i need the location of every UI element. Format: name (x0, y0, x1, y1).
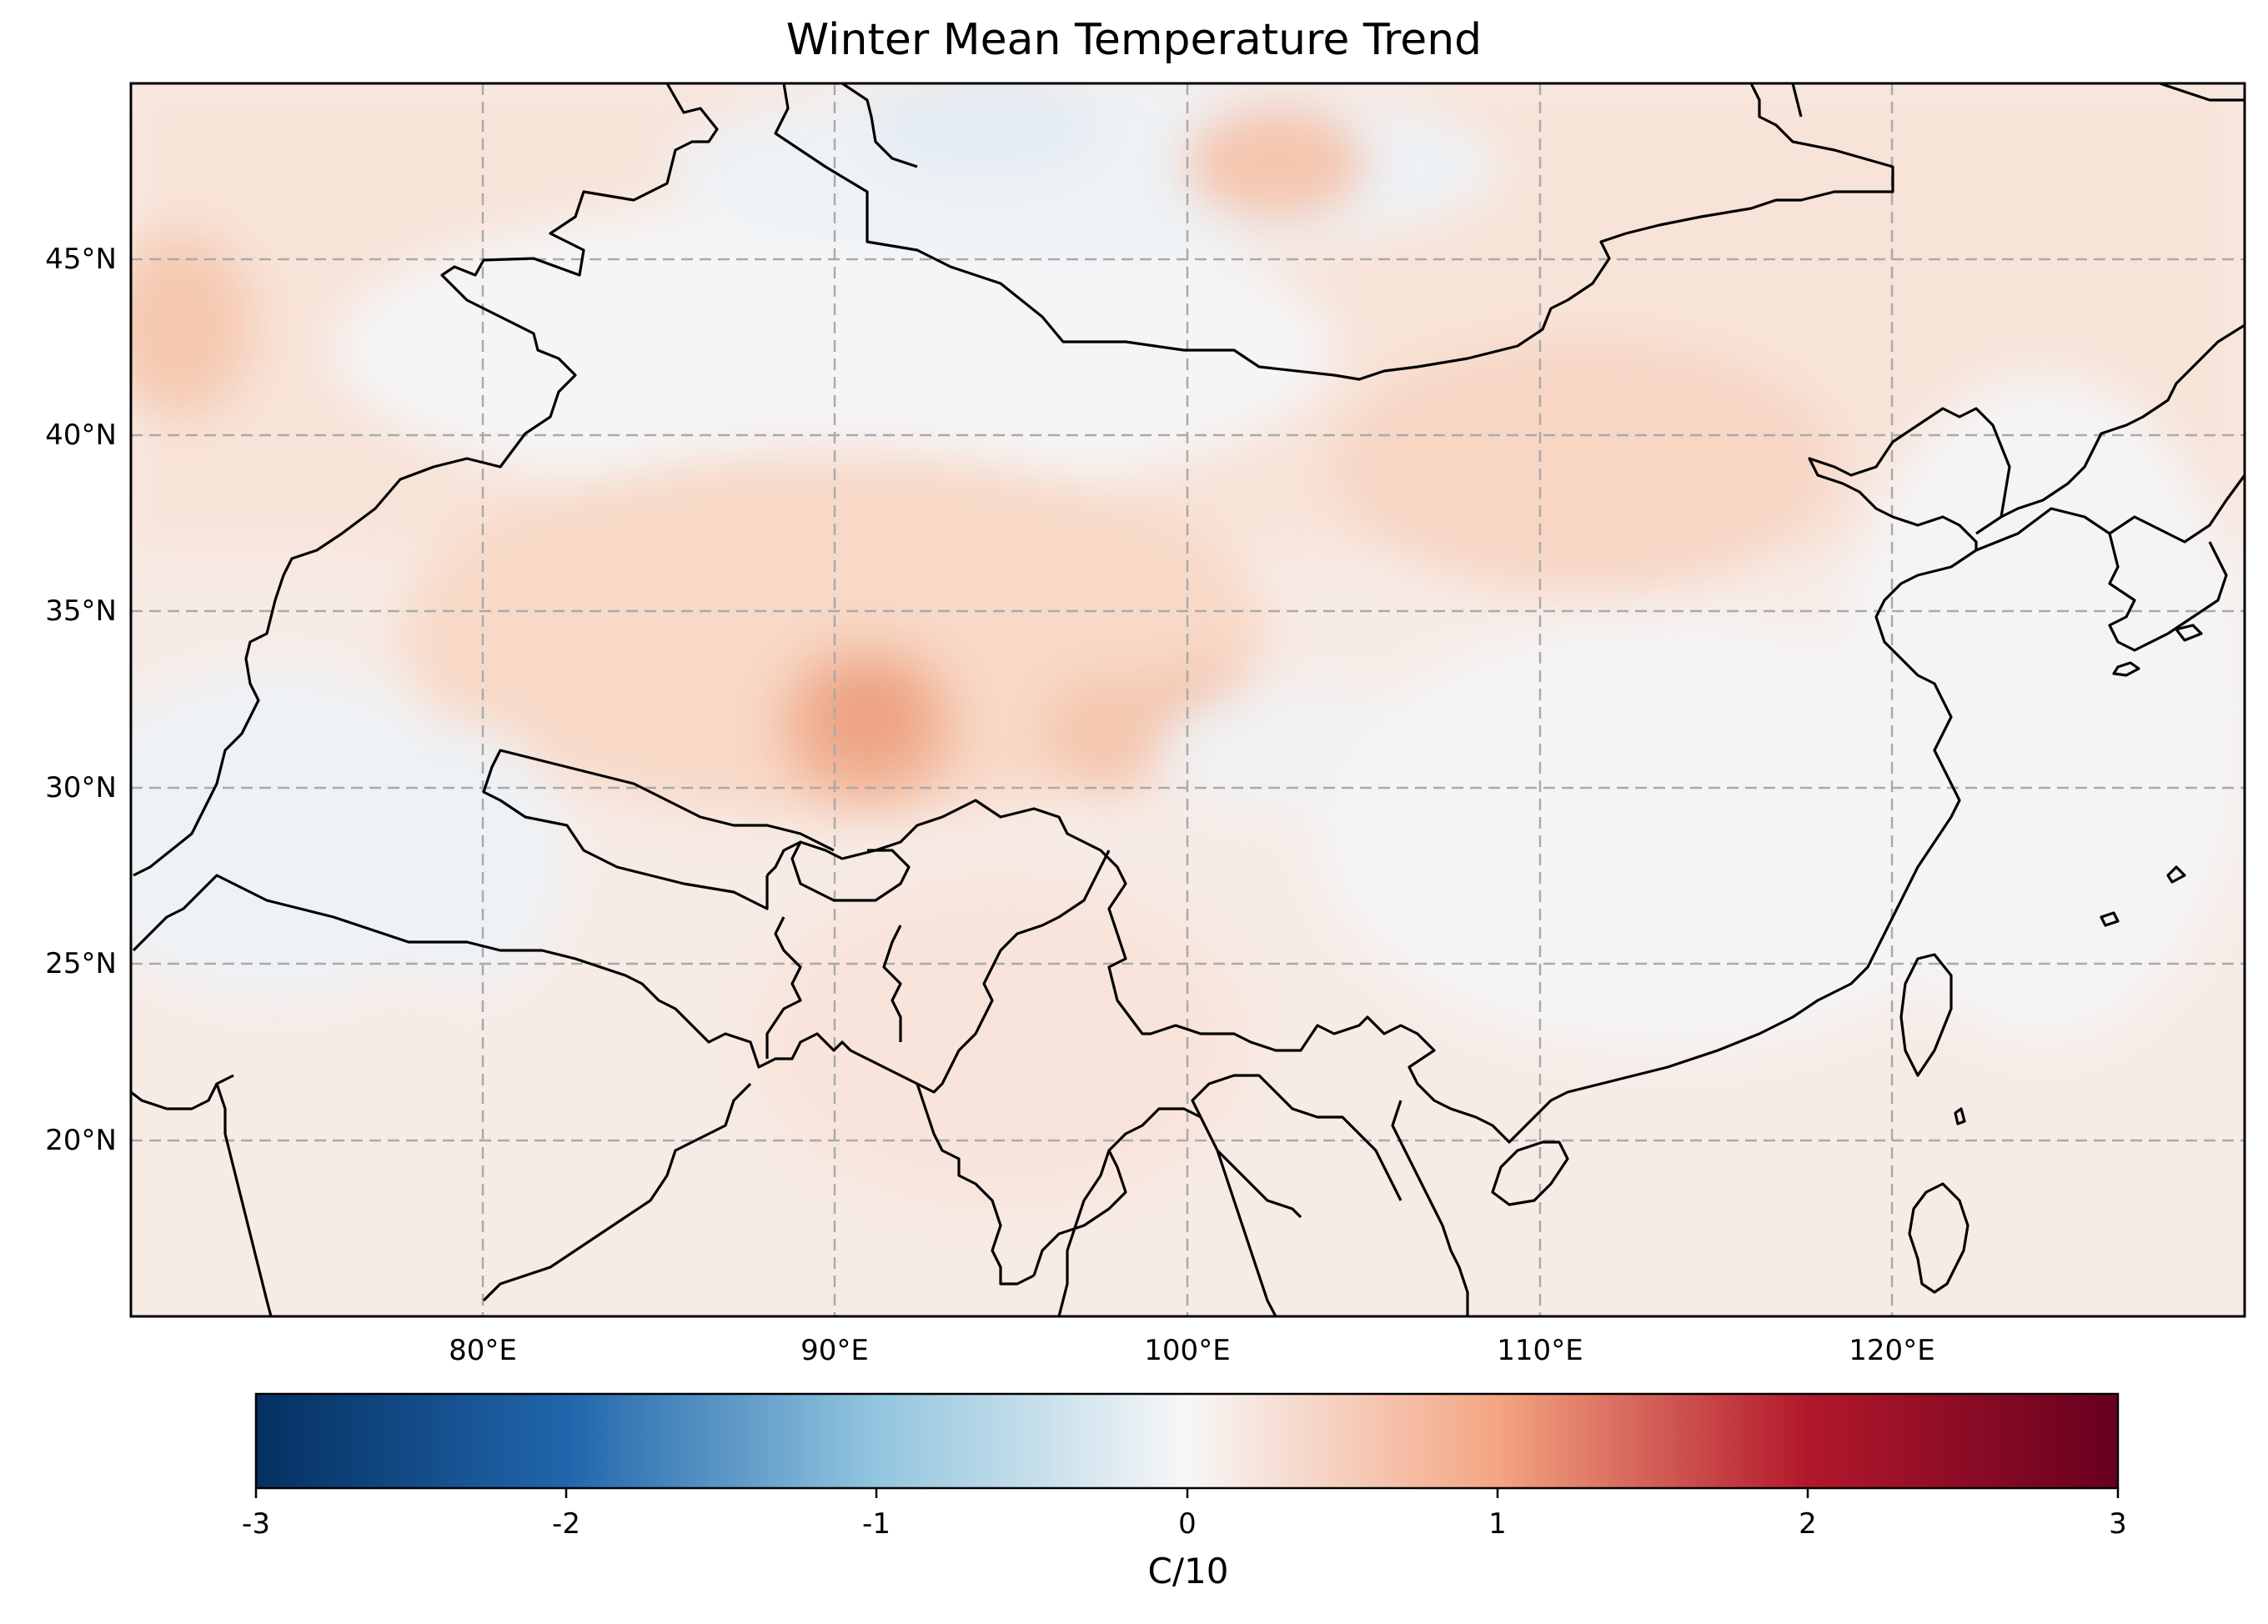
lon-label-100e: 100°E (1144, 1334, 1231, 1367)
colorbar-unit-label: C/10 (1147, 1551, 1229, 1591)
chart-title: Winter Mean Temperature Trend (785, 15, 1483, 65)
map-frame (129, 82, 2246, 1318)
colorbar-tick-label: -3 (242, 1507, 270, 1541)
colorbar-tick-label: -1 (862, 1507, 891, 1541)
temperature-trend-field (131, 83, 2245, 1316)
lat-label-40n: 40°N (45, 419, 117, 452)
lat-label-25n: 25°N (45, 947, 117, 980)
lat-label-35n: 35°N (45, 594, 117, 628)
colorbar (254, 1392, 2120, 1490)
colorbar-tick-label: 0 (1178, 1507, 1197, 1541)
colorbar-ticks (254, 1488, 2120, 1498)
colorbar-tick-label: 3 (2109, 1507, 2127, 1541)
lon-label-80e: 80°E (449, 1334, 517, 1367)
country-borders-and-coastlines (131, 83, 2245, 1316)
lon-label-120e: 120°E (1849, 1334, 1935, 1367)
lon-label-110e: 110°E (1497, 1334, 1583, 1367)
map-gridlines (131, 83, 2245, 1316)
colorbar-tick-label: -2 (552, 1507, 580, 1541)
colorbar-tick-label: 1 (1488, 1507, 1507, 1541)
lat-label-45n: 45°N (45, 243, 117, 276)
lat-label-20n: 20°N (45, 1124, 117, 1157)
lat-label-30n: 30°N (45, 771, 117, 804)
lon-label-90e: 90°E (800, 1334, 869, 1367)
colorbar-tick-label: 2 (1799, 1507, 1817, 1541)
